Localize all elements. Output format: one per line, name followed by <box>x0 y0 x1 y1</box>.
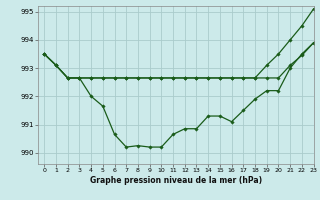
X-axis label: Graphe pression niveau de la mer (hPa): Graphe pression niveau de la mer (hPa) <box>90 176 262 185</box>
